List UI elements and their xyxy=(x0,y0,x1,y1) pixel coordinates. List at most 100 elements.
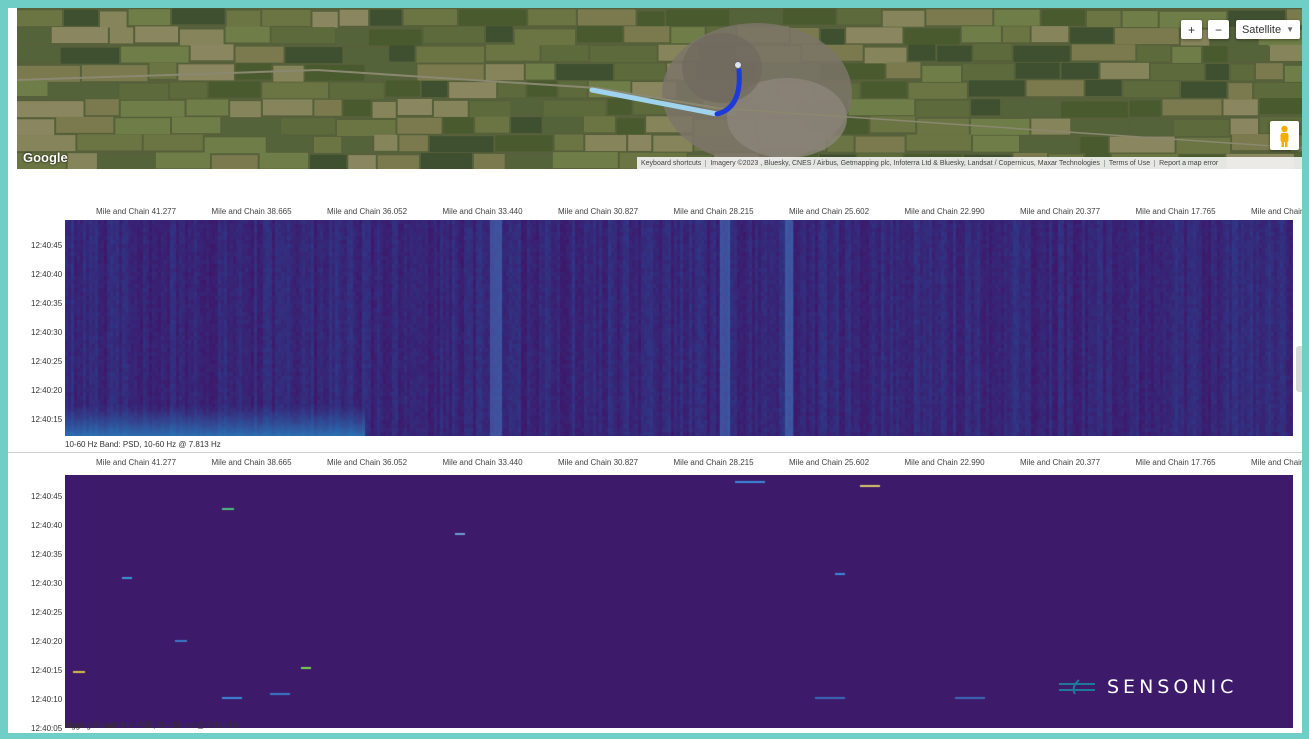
map-field xyxy=(614,63,666,80)
street-view-pegman-button[interactable] xyxy=(1270,121,1299,150)
map-field xyxy=(994,9,1040,26)
digging-heatmap[interactable] xyxy=(65,475,1293,728)
map-field xyxy=(1229,44,1268,61)
map-field xyxy=(344,47,388,64)
map-field xyxy=(1259,98,1302,115)
time-tick-label: 12:40:20 xyxy=(31,637,63,646)
time-tick-label: 12:40:40 xyxy=(31,521,63,530)
panel-caption: 10-60 Hz Band: PSD, 10-60 Hz @ 7.813 Hz xyxy=(65,440,221,449)
waterfall-heatmap[interactable] xyxy=(65,220,1293,436)
map-field xyxy=(1061,101,1128,118)
map-field xyxy=(348,155,376,169)
map-field xyxy=(343,100,371,117)
zoom-out-button[interactable]: − xyxy=(1208,20,1229,39)
map-field xyxy=(262,99,313,116)
time-tick-label: 12:40:10 xyxy=(31,695,63,704)
terms-of-use-link[interactable]: Terms of Use xyxy=(1105,159,1156,167)
map-field xyxy=(17,45,59,62)
map-field xyxy=(211,155,258,169)
map-field xyxy=(1255,63,1283,80)
map-field xyxy=(1122,11,1158,28)
app-frame: + − Satellite ▼ Google Keyboard shortcut… xyxy=(8,8,1302,733)
map-field xyxy=(128,9,171,26)
map-field xyxy=(1230,64,1254,81)
map-field xyxy=(486,26,513,43)
map-field xyxy=(273,65,304,82)
map-field xyxy=(552,152,618,169)
map-field xyxy=(172,8,225,25)
time-tick-label: 12:40:20 xyxy=(31,386,63,395)
map-field xyxy=(186,99,229,116)
map-field xyxy=(399,135,428,152)
map-type-select[interactable]: Satellite ▼ xyxy=(1236,20,1300,39)
report-map-error-link[interactable]: Report a map error xyxy=(1159,159,1219,167)
map-field xyxy=(155,152,210,169)
map-field xyxy=(1230,118,1259,135)
map-field xyxy=(556,64,613,81)
map-field xyxy=(385,80,420,97)
mile-chain-label: Mile and Chain 28.215 xyxy=(673,458,754,467)
map-field xyxy=(81,65,148,82)
map-field xyxy=(370,9,402,26)
map-field xyxy=(120,100,185,117)
map-field xyxy=(100,11,127,28)
map-field xyxy=(837,8,881,25)
zoom-in-button[interactable]: + xyxy=(1181,20,1202,39)
map-field xyxy=(397,98,432,115)
map-field xyxy=(583,116,615,133)
satellite-map[interactable]: + − Satellite ▼ Google Keyboard shortcut… xyxy=(17,8,1302,169)
map-field xyxy=(922,65,961,82)
map-field xyxy=(1254,83,1302,100)
time-tick-label: 12:40:45 xyxy=(31,492,63,501)
map-field xyxy=(916,100,970,117)
map-field xyxy=(820,29,845,46)
map-field xyxy=(607,98,632,115)
mile-chain-label: Mile and Chain 28.215 xyxy=(673,207,754,216)
map-field xyxy=(973,135,1019,152)
map-field xyxy=(17,80,48,97)
map-field xyxy=(1031,26,1069,43)
map-field xyxy=(1013,45,1070,62)
mile-chain-axis: Mile and Chain 41.277 Mile and Chain 38.6… xyxy=(65,455,1302,468)
map-field xyxy=(230,101,261,118)
sensonic-logo-icon xyxy=(1059,679,1095,695)
map-field xyxy=(49,83,118,100)
map-field xyxy=(590,46,657,63)
map-field xyxy=(343,137,373,154)
map-field xyxy=(1150,63,1204,80)
keyboard-shortcuts-link[interactable]: Keyboard shortcuts xyxy=(637,159,707,167)
map-field xyxy=(1002,100,1060,117)
map-field xyxy=(1080,136,1108,153)
map-field xyxy=(281,118,335,135)
map-field xyxy=(169,82,207,99)
time-tick-label: 12:40:40 xyxy=(31,270,63,279)
map-field xyxy=(855,136,905,153)
map-field xyxy=(67,153,97,169)
mile-chain-label: Mile and Chain 17.765 xyxy=(1135,207,1216,216)
map-field xyxy=(848,99,915,116)
map-field xyxy=(56,116,114,133)
side-panel-handle[interactable] xyxy=(1296,346,1302,392)
brand-name: SENSONIC xyxy=(1107,676,1238,698)
map-field xyxy=(17,153,66,169)
map-field xyxy=(339,9,369,26)
map-field xyxy=(51,27,108,44)
map-field xyxy=(119,83,168,100)
time-tick-label: 12:40:25 xyxy=(31,608,63,617)
map-field xyxy=(423,26,485,43)
map-field xyxy=(512,98,542,115)
time-tick-label: 12:40:15 xyxy=(31,415,63,424)
map-field xyxy=(403,9,457,26)
map-field xyxy=(908,82,967,99)
mile-chain-axis: Mile and Chain 41.277 Mile and Chain 38.6… xyxy=(65,204,1302,217)
waterfall-panel-digging-band: Mile and Chain 41.277 Mile and Chain 38.6… xyxy=(8,452,1302,733)
time-tick-label: 12:40:15 xyxy=(31,666,63,675)
time-tick-label: 12:40:25 xyxy=(31,357,63,366)
map-field xyxy=(208,81,261,98)
route-marker[interactable] xyxy=(734,61,742,69)
map-field xyxy=(558,81,587,98)
map-field xyxy=(973,44,1012,61)
map-field xyxy=(433,100,468,117)
map-field xyxy=(498,81,526,98)
map-field xyxy=(1131,119,1172,136)
